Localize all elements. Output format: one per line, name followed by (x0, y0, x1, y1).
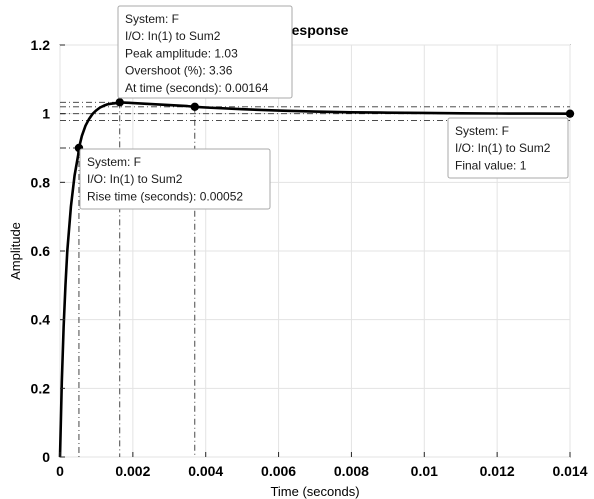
characteristic-markers[interactable] (74, 98, 575, 153)
datatip-box (117, 5, 293, 99)
datatip: System: F I/O: In(1) to Sum2 Peak amplitud… (117, 5, 293, 99)
datatip-marker[interactable] (115, 98, 124, 107)
datatip-text-line: System: F (455, 124, 509, 138)
y-tick-label: 0.8 (31, 174, 51, 190)
y-tick-label: 0 (42, 449, 50, 465)
response-line (58, 101, 571, 458)
datatip-text-line: I/O: In(1) to Sum2 (125, 29, 221, 43)
datatip-marker[interactable] (190, 102, 199, 112)
datatip-marker[interactable] (565, 109, 575, 118)
datatip-text-line: System: F (125, 12, 179, 26)
y-tick-label: 1.2 (31, 37, 51, 53)
datatip: System: F I/O: In(1) to Sum2 Rise time (se… (79, 148, 271, 210)
datatip-text-line: Overshoot (%): 3.36 (125, 64, 233, 78)
datatip-text-line: System: F (87, 155, 141, 169)
x-tick-label: 0.006 (261, 463, 296, 479)
x-tick-label: 0.014 (552, 463, 587, 479)
datatip: System: F I/O: In(1) to Sum2 Final value: … (447, 117, 569, 179)
x-tick-label: 0.008 (334, 463, 369, 479)
datatip-box (79, 148, 271, 210)
x-axis-label: Time (seconds) (270, 484, 359, 499)
datatip-text-line: At time (seconds): 0.00164 (125, 81, 269, 95)
datatip-text-line: Peak amplitude: 1.03 (125, 46, 238, 60)
datatips: System: F I/O: In(1) to Sum2 Peak amplitud… (79, 5, 569, 210)
y-tick-label: 0.2 (31, 380, 51, 396)
x-tick-label: 0.01 (411, 463, 438, 479)
response-curve (58, 101, 571, 458)
chart-title: Response (282, 22, 349, 38)
x-tick-label: 0.012 (480, 463, 515, 479)
x-tick-label: 0.002 (115, 463, 150, 479)
x-tick-label: 0 (56, 463, 64, 479)
datatip-text-line: I/O: In(1) to Sum2 (87, 172, 183, 186)
datatip-text-line: Rise time (seconds): 0.00052 (87, 189, 243, 203)
y-axis-label: Amplitude (8, 222, 23, 280)
datatip-box (447, 117, 569, 179)
axis-ticks: 0 0.002 0.004 0.006 0.008 0.01 0.012 0.014 0 0.2 0… (31, 37, 588, 479)
y-tick-label: 0.6 (31, 243, 51, 259)
datatip-text-line: Final value: 1 (455, 158, 527, 172)
x-tick-label: 0.004 (188, 463, 223, 479)
datatip-text-line: I/O: In(1) to Sum2 (455, 141, 551, 155)
y-tick-label: 0.4 (31, 312, 51, 328)
y-tick-label: 1 (42, 106, 50, 122)
